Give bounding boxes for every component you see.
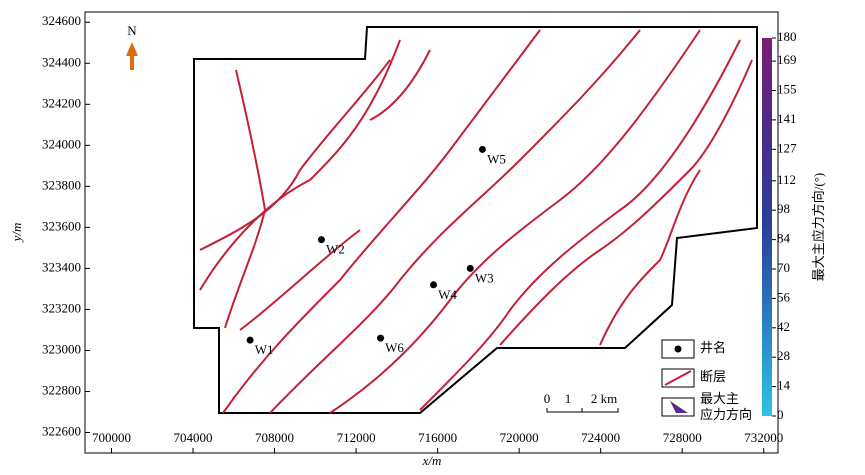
scale-bar: 0 1 2 km bbox=[544, 391, 619, 413]
legend-label: 最大主 bbox=[700, 391, 739, 406]
colorbar-label: 最大主应力方向/(°) bbox=[811, 173, 826, 281]
colorbar-tick-label: 56 bbox=[777, 289, 791, 304]
y-tick-label: 323200 bbox=[42, 300, 81, 315]
colorbar-tick-label: 0 bbox=[777, 407, 784, 422]
colorbar-tick-label: 42 bbox=[777, 319, 790, 334]
colorbar-tick-label: 180 bbox=[777, 29, 797, 44]
scale-label: 2 km bbox=[591, 391, 617, 406]
well bbox=[466, 264, 474, 272]
legend: 井名 断层 最大主 应力方向 bbox=[661, 339, 752, 422]
well-label: W5 bbox=[487, 151, 506, 166]
x-tick-label: 724000 bbox=[581, 430, 620, 445]
y-tick-label: 322600 bbox=[42, 423, 81, 438]
y-tick-label: 322800 bbox=[42, 382, 81, 397]
legend-label: 井名 bbox=[700, 340, 726, 355]
colorbar-tick-label: 70 bbox=[777, 260, 790, 275]
frame bbox=[84, 11, 779, 454]
faults bbox=[199, 29, 753, 414]
y-tick-label: 324400 bbox=[42, 54, 81, 69]
north-arrow bbox=[126, 42, 138, 70]
well-label: W3 bbox=[475, 270, 494, 285]
scale-label: 1 bbox=[565, 391, 572, 406]
x-tick-label: 728000 bbox=[663, 430, 702, 445]
colorbar-tick-label: 14 bbox=[777, 378, 791, 393]
study-boundary bbox=[193, 26, 758, 414]
well bbox=[377, 334, 385, 342]
colorbar-tick-label: 155 bbox=[777, 81, 797, 96]
y-tick-label: 324600 bbox=[42, 13, 81, 28]
y-tick-label: 323600 bbox=[42, 218, 81, 233]
well-label: W2 bbox=[326, 242, 345, 257]
colorbar-tick-label: 169 bbox=[777, 52, 797, 67]
y-tick-label: 323800 bbox=[42, 177, 81, 192]
y-tick-label: 324200 bbox=[42, 95, 81, 110]
colorbar-tick-label: 84 bbox=[777, 231, 791, 246]
colorbar-tick-label: 98 bbox=[777, 201, 790, 216]
x-tick-label: 704000 bbox=[174, 430, 213, 445]
well-label: W4 bbox=[438, 287, 457, 302]
x-tick-label: 708000 bbox=[255, 430, 294, 445]
x-tick-label: 720000 bbox=[500, 430, 539, 445]
legend-label: 断层 bbox=[700, 369, 726, 384]
colorbar-tick-label: 127 bbox=[777, 140, 797, 155]
well bbox=[317, 236, 325, 244]
x-axis-label: x/m bbox=[422, 453, 442, 468]
y-axis-label: y/m bbox=[9, 223, 24, 244]
x-tick-label: 712000 bbox=[337, 430, 376, 445]
x-tick-label: 716000 bbox=[418, 430, 457, 445]
well bbox=[246, 336, 254, 344]
well bbox=[430, 281, 438, 289]
colorbar bbox=[762, 38, 772, 416]
y-tick-label: 323400 bbox=[42, 259, 81, 274]
y-tick-label: 323000 bbox=[42, 341, 81, 356]
colorbar-tick-label: 28 bbox=[777, 348, 790, 363]
legend-label: 应力方向 bbox=[700, 407, 752, 422]
scale-label: 0 bbox=[544, 391, 551, 406]
colorbar-tick-label: 141 bbox=[777, 111, 797, 126]
well bbox=[478, 145, 486, 153]
north-label: N bbox=[127, 23, 137, 38]
y-tick-label: 324000 bbox=[42, 136, 81, 151]
x-tick-label: 700000 bbox=[92, 430, 131, 445]
x-tick-label: 732000 bbox=[744, 430, 783, 445]
well-label: W6 bbox=[385, 340, 404, 355]
well-label: W1 bbox=[255, 342, 274, 357]
colorbar-tick-label: 112 bbox=[777, 172, 796, 187]
